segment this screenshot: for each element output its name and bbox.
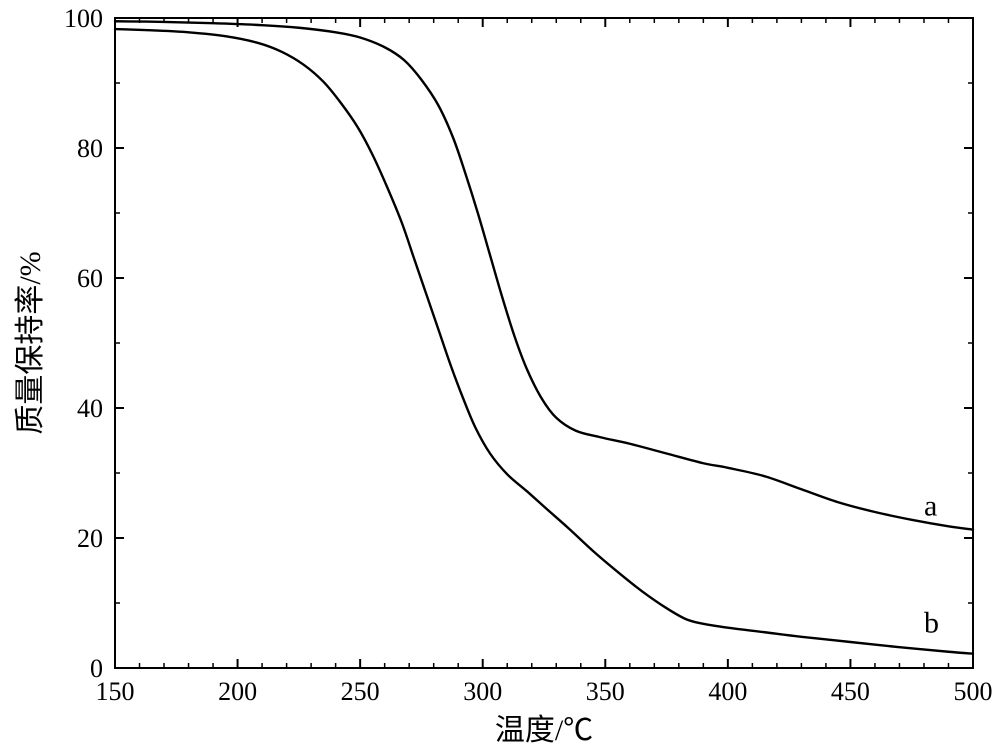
x-tick-label: 450 [831,677,870,706]
x-tick-label: 300 [463,677,502,706]
x-tick-label: 200 [218,677,257,706]
series-label-b: b [924,606,939,639]
chart-bg [0,0,1000,750]
y-tick-label: 100 [64,4,103,33]
series-label-a: a [924,489,937,522]
x-tick-label: 500 [954,677,993,706]
y-tick-label: 20 [77,524,103,553]
x-tick-label: 350 [586,677,625,706]
y-tick-label: 40 [77,394,103,423]
y-tick-label: 0 [90,654,103,683]
tga-chart: 150200250300350400450500020406080100温度/℃… [0,0,1000,750]
y-tick-label: 80 [77,134,103,163]
y-tick-label: 60 [77,264,103,293]
y-axis-label: 质量保持率/% [14,251,47,434]
x-tick-label: 250 [341,677,380,706]
x-tick-label: 400 [708,677,747,706]
x-axis-label: 温度/℃ [495,714,593,747]
